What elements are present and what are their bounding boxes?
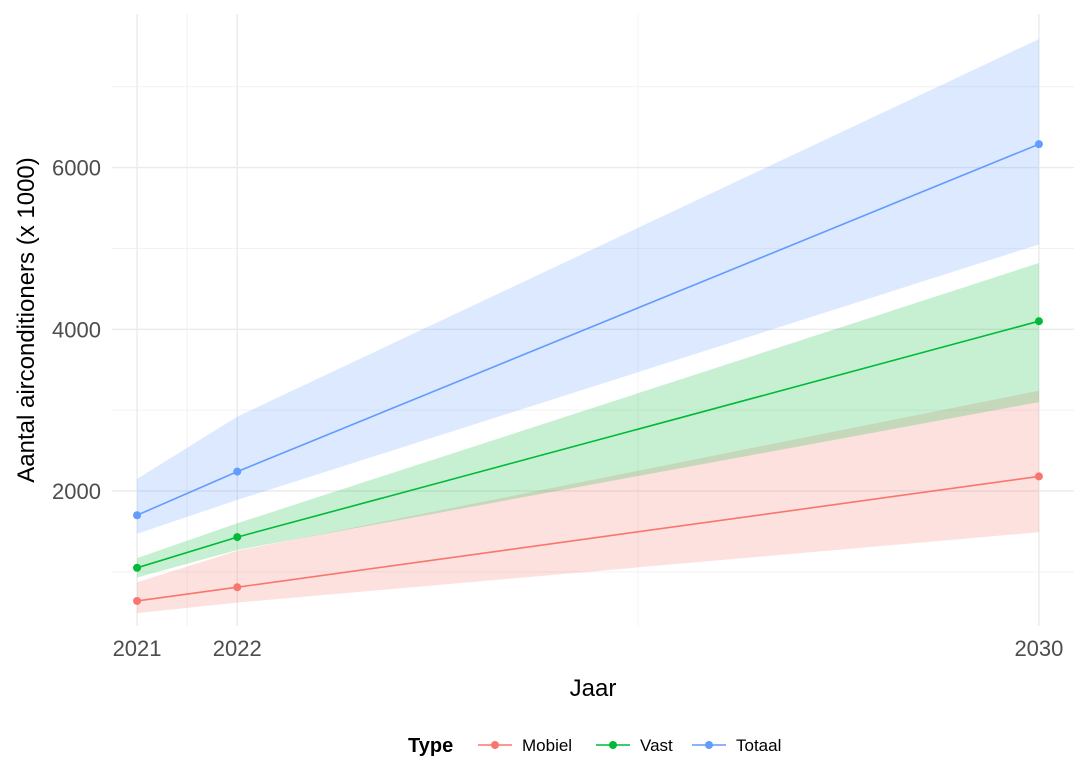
legend-key-point-vast [609,741,617,749]
grid-layer [112,14,1074,626]
point-mobiel-2030 [1034,472,1043,481]
point-totaal-2021 [133,511,142,520]
x-tick-label: 2021 [113,636,162,661]
legend-label-vast: Vast [640,736,673,755]
legend-key-point-mobiel [491,741,499,749]
point-vast-2030 [1034,317,1043,326]
legend-label-totaal: Totaal [736,736,781,755]
axis-labels: 2000 4000 6000 2021 2022 2030 Jaar Aantal airco… [13,156,1063,702]
y-tick-label: 2000 [52,479,101,504]
legend-key-point-totaal [705,741,713,749]
legend: Type Mobiel Vast Totaal [408,735,781,757]
band-vast [137,263,1039,578]
x-tick-label: 2022 [213,636,262,661]
legend-label-mobiel: Mobiel [522,736,572,755]
point-vast-2021 [133,563,142,572]
series-points [133,140,1043,605]
point-mobiel-2021 [133,596,142,605]
y-tick-label: 6000 [52,156,101,181]
x-axis-title: Jaar [570,675,617,702]
point-vast-2022 [233,533,242,542]
point-mobiel-2022 [233,583,242,592]
x-tick-label: 2030 [1014,636,1063,661]
confidence-bands [137,39,1039,614]
point-totaal-2030 [1034,140,1043,149]
y-tick-label: 4000 [52,317,101,342]
point-totaal-2022 [233,467,242,476]
band-mobiel [137,390,1039,614]
y-axis-title: Aantal airconditioners (x 1000) [13,157,40,483]
band-totaal [137,39,1039,534]
legend-title: Type [408,735,453,757]
